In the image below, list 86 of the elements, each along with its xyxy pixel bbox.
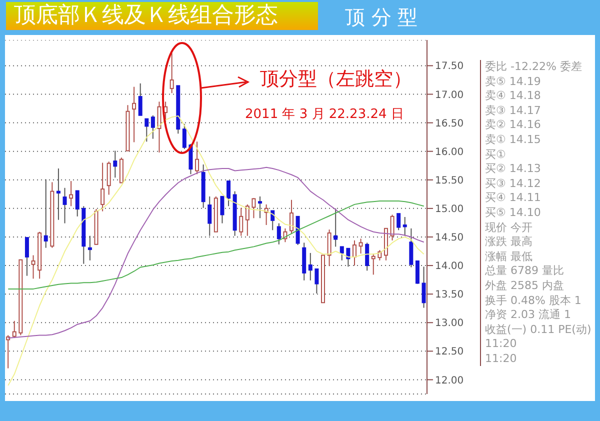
candlestick: [314, 268, 319, 294]
candlestick: [170, 52, 174, 94]
candlestick: [409, 228, 414, 268]
text: 11:20: [485, 352, 518, 366]
candlestick: [220, 196, 224, 224]
candlestick: [182, 123, 186, 150]
candlestick: [195, 141, 200, 175]
candlestick: [245, 204, 250, 236]
text: 换手 0.48% 股本 1: [485, 294, 582, 308]
candlestick: [352, 240, 356, 266]
candlestick: [144, 118, 149, 142]
y-tick-label: 16.00: [435, 146, 464, 158]
text: 现价 今开: [485, 220, 534, 236]
candlestick: [270, 210, 275, 231]
line-series: [8, 200, 424, 290]
candlestick: [252, 198, 256, 219]
candlestick: [88, 235, 92, 261]
candlestick: [422, 266, 426, 308]
candlestick: [150, 114, 155, 140]
text: 收益(一) 0.11 PE(动): [485, 322, 592, 338]
candlestick: [31, 254, 36, 280]
text: 卖③ 14.17: [485, 104, 542, 118]
candlestick: [365, 242, 370, 272]
y-tick-label: 13.00: [435, 318, 464, 330]
candlestick: [340, 246, 344, 261]
candlestick: [75, 190, 80, 217]
candlestick: [334, 208, 338, 248]
candlestick: [24, 237, 29, 276]
text: 卖① 14.15: [485, 132, 542, 148]
text: 外盘 2585 内盘: [485, 278, 565, 294]
candlestick: [44, 178, 48, 248]
y-tick-label: 12.00: [435, 375, 464, 386]
text: 涨幅 最低: [485, 250, 534, 264]
text: 买①: [485, 148, 507, 162]
candlestick: [358, 238, 363, 254]
text: 买⑤ 14.10: [485, 206, 542, 221]
text: 卖② 14.16: [485, 118, 542, 133]
candlestick: [119, 157, 124, 184]
candlestick: [56, 168, 60, 220]
y-tick-label: 17.00: [435, 90, 464, 101]
text: 净资 2.03 流通 1: [485, 308, 572, 323]
line-series: [8, 166, 424, 339]
text: 买④ 14.11: [485, 191, 542, 206]
candlestick: [208, 196, 212, 236]
candlestick: [371, 253, 376, 276]
text: 委比 -12.22% 委差: [485, 60, 583, 75]
candlestick: [113, 150, 118, 178]
text: 买③ 14.12: [485, 176, 542, 192]
text: 总量 6789 量比: [485, 264, 565, 279]
candlestick: [69, 180, 74, 207]
candlestick: [402, 216, 407, 236]
candlestick: [226, 180, 231, 207]
y-tick-label: 16.50: [435, 118, 464, 130]
y-tick-label: 14.50: [435, 232, 464, 244]
candlestick: [239, 207, 244, 236]
text: 11:20: [485, 337, 518, 352]
text: 涨跌 最高: [485, 235, 534, 250]
y-tick-label: 15.50: [435, 175, 464, 186]
y-tick-label: 12.50: [435, 346, 464, 358]
annotation: 顶分型（左跳空）: [260, 67, 412, 92]
candlestick: [396, 213, 401, 231]
text: 买② 14.13: [485, 162, 542, 177]
candlestick: [132, 86, 136, 143]
y-tick-label: 17.50: [435, 61, 464, 72]
annotation: 2011 年 3 月 22.23.24 日: [245, 106, 404, 123]
candlestick: [346, 248, 350, 268]
candlestick: [106, 161, 111, 196]
y-tick-label: 15.00: [435, 204, 464, 215]
candlestick: [157, 101, 162, 153]
candlestick: [327, 229, 332, 267]
text: 卖④ 14.18: [485, 89, 542, 104]
candlestick: [308, 252, 312, 281]
chart-subtitle: 顶 分 型: [345, 4, 418, 31]
y-tick-label: 13.50: [435, 290, 464, 301]
candlestick: [415, 260, 420, 284]
candlestick: [138, 82, 142, 116]
text: 卖⑤ 14.19: [485, 74, 542, 90]
candlestick: [258, 196, 262, 219]
chart-title: 顶底部Ｋ线及Ｋ线组合形态: [6, 2, 318, 30]
candlestick: [290, 199, 294, 234]
candlestick: [390, 214, 394, 241]
candlestick: [100, 162, 105, 212]
y-tick-label: 14.00: [435, 261, 464, 272]
candlestick: [62, 187, 67, 224]
candlestick: [276, 222, 281, 245]
candlestick: [12, 320, 16, 339]
